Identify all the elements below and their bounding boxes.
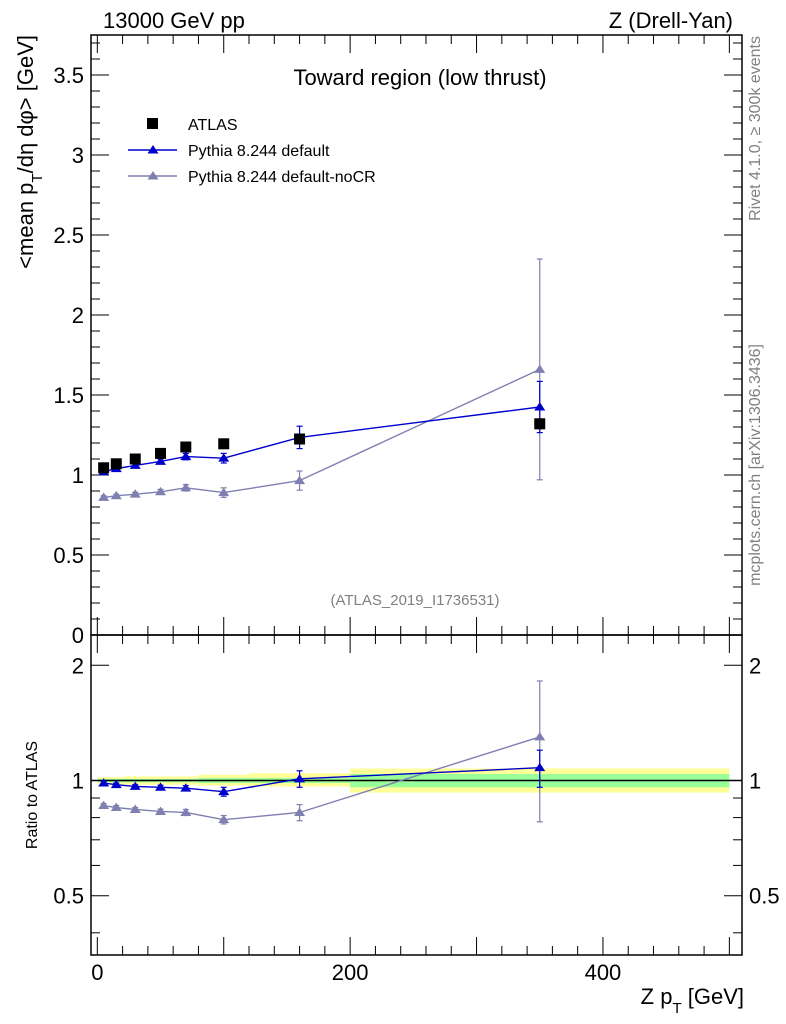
main-nocr-line — [103, 368, 541, 499]
ratio-frame — [90, 634, 743, 956]
ratio-series — [98, 680, 546, 825]
x-tick-label: 400 — [585, 960, 622, 985]
main-atlas-point — [218, 438, 230, 450]
main-atlas-point — [129, 453, 141, 465]
main-y-tick-label: 1 — [72, 463, 84, 488]
main-axis-ticks — [91, 35, 742, 636]
panel-title: Toward region (low thrust) — [293, 65, 546, 90]
rivet-label: Rivet 4.1.0, ≥ 300k events — [747, 36, 764, 221]
main-atlas-point — [155, 447, 167, 459]
main-nocr-point — [218, 487, 230, 497]
main-y-tick-label: 3 — [72, 143, 84, 168]
ratio-default-point — [218, 786, 230, 796]
main-panel: Toward region (low thrust) (ATLAS_2019_I… — [13, 34, 743, 648]
main-nocr-point — [129, 489, 141, 498]
x-tick-label: 200 — [332, 960, 369, 985]
ratio-default-point — [155, 782, 167, 791]
ratio-default-point — [294, 773, 306, 783]
ratio-nocr-point — [129, 804, 141, 813]
ratio-nocr-point — [294, 807, 306, 816]
main-y-tick-label: 3.5 — [53, 63, 84, 88]
x-tick-labels: 0 200 400 — [91, 960, 621, 985]
main-atlas-point — [110, 458, 122, 470]
main-default-point — [218, 453, 230, 462]
ratio-nocr-point — [155, 806, 167, 815]
main-y-tick-label: 1.5 — [53, 383, 84, 408]
main-atlas-point — [294, 433, 306, 445]
main-atlas-point — [534, 418, 546, 430]
ratio-y-tick-label-right: 1 — [749, 769, 761, 794]
ratio-default-point — [129, 781, 141, 790]
x-tick-label: 0 — [91, 960, 103, 985]
ratio-y-axis-label: Ratio to ATLAS — [24, 741, 41, 849]
main-nocr-point — [294, 475, 306, 485]
ratio-nocr-point — [218, 814, 230, 824]
main-default-point — [129, 460, 141, 469]
analysis-id: (ATLAS_2019_I1736531) — [330, 592, 499, 609]
main-nocr-point — [155, 486, 167, 496]
ratio-nocr-point — [180, 807, 192, 816]
legend-label: ATLAS — [188, 117, 238, 134]
ratio-panel: Ratio to ATLAS 0.5 0.5 1 1 2 2 0 200 400 Z pT [… — [24, 634, 780, 1017]
ratio-default-point — [534, 762, 546, 772]
x-axis-label: Z pT [GeV] — [641, 984, 744, 1017]
legend-label: Pythia 8.244 default — [188, 143, 330, 160]
legend-default-marker — [147, 145, 159, 154]
legend-atlas-marker — [147, 118, 158, 129]
ratio-default-point — [180, 783, 192, 792]
ratio-y-tick-label-right: 0.5 — [749, 884, 780, 909]
ratio-default-point — [98, 778, 110, 787]
main-default-point — [155, 456, 167, 465]
main-y-tick-label: 0.5 — [53, 543, 84, 568]
main-nocr-point — [98, 492, 110, 501]
ratio-y-tick-label-right: 2 — [749, 653, 761, 678]
main-series — [98, 258, 546, 501]
legend: ATLAS Pythia 8.244 default Pythia 8.244 de… — [128, 117, 376, 186]
main-y-tick-labels: 0 0.5 1 1.5 2 2.5 3 3.5 — [53, 63, 84, 648]
ratio-nocr-point — [110, 802, 122, 811]
ratio-y-tick-label: 1 — [72, 769, 84, 794]
main-nocr-point — [110, 490, 122, 500]
main-nocr-point — [534, 364, 546, 373]
main-y-tick-label: 2.5 — [53, 223, 84, 248]
legend-label: Pythia 8.244 default-noCR — [188, 169, 376, 186]
ratio-y-tick-labels: 0.5 0.5 1 1 2 2 — [53, 653, 779, 908]
ratio-axis-ticks — [91, 635, 742, 955]
main-atlas-point — [180, 441, 192, 453]
mcplots-label: mcplots.cern.ch [arXiv:1306.3436] — [747, 344, 764, 586]
main-y-tick-label: 0 — [72, 623, 84, 648]
ratio-nocr-point — [534, 731, 546, 741]
ratio-default-point — [110, 779, 122, 789]
main-nocr-point — [180, 482, 192, 492]
main-atlas-point — [98, 462, 110, 474]
energy-label: 13000 GeV pp — [103, 8, 245, 33]
ratio-y-tick-label: 0.5 — [53, 884, 84, 909]
legend-nocr-marker — [147, 171, 159, 180]
main-default-line — [103, 406, 540, 473]
ratio-nocr-point — [98, 800, 110, 810]
main-y-tick-label: 2 — [72, 303, 84, 328]
ratio-y-tick-label: 2 — [72, 653, 84, 678]
main-y-axis-label: <mean pT/dη dφ> [GeV] — [13, 35, 46, 269]
process-label: Z (Drell-Yan) — [609, 8, 733, 33]
main-default-point — [534, 402, 546, 411]
main-default-point — [180, 451, 192, 461]
